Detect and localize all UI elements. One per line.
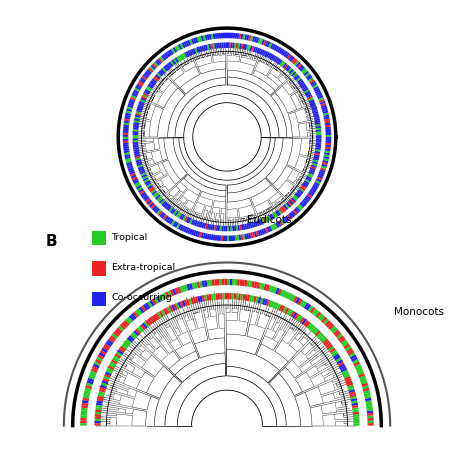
Text: Eudicots: Eudicots — [247, 215, 291, 225]
Bar — [92, 231, 106, 246]
Text: Co-occurring: Co-occurring — [111, 293, 172, 302]
Text: Tropical: Tropical — [111, 233, 147, 242]
Text: Extra-tropical: Extra-tropical — [111, 263, 175, 272]
Text: B: B — [46, 234, 58, 249]
Text: Monocots: Monocots — [394, 307, 444, 317]
Bar — [92, 291, 106, 306]
Bar — [92, 262, 106, 276]
